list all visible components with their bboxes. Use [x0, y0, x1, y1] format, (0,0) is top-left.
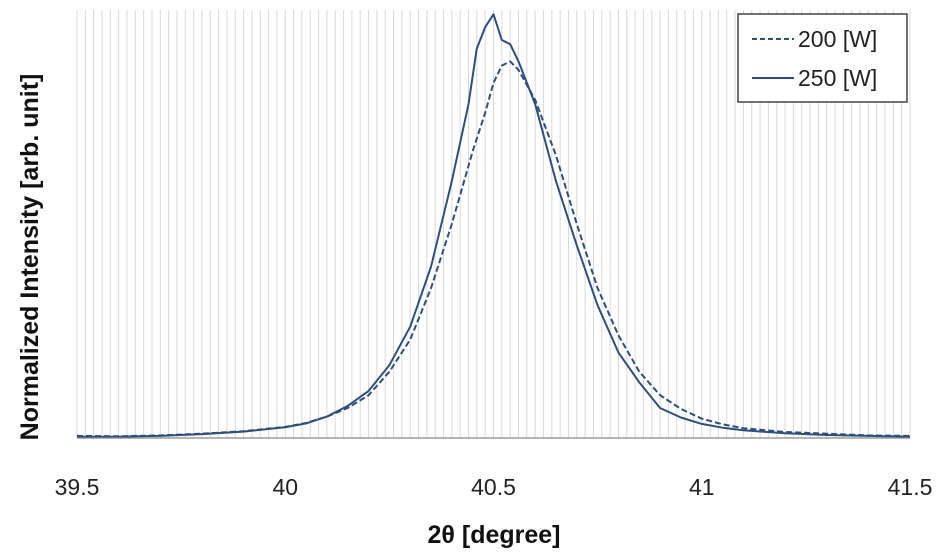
y-axis-title: Normalized Intensity [arb. unit]	[16, 74, 44, 441]
x-tick-label: 40	[272, 474, 298, 500]
x-tick-label: 40.5	[471, 474, 516, 500]
legend-label-250w: 250 [W]	[798, 65, 877, 91]
x-tick-label: 41	[689, 474, 715, 500]
series-line-250w	[77, 13, 911, 438]
x-tick-label: 39.5	[55, 474, 100, 500]
x-tick-label: 41.5	[888, 474, 933, 500]
x-axis-title: 2θ [degree]	[428, 521, 561, 549]
x-tick-labels: 39.5 40 40.5 41 41.5	[55, 474, 933, 500]
series-line-200w	[76, 60, 911, 438]
series-layer	[76, 13, 911, 438]
legend: 200 [W] 250 [W]	[737, 13, 908, 103]
legend-box	[737, 13, 908, 103]
legend-label-200w: 200 [W]	[798, 26, 877, 52]
